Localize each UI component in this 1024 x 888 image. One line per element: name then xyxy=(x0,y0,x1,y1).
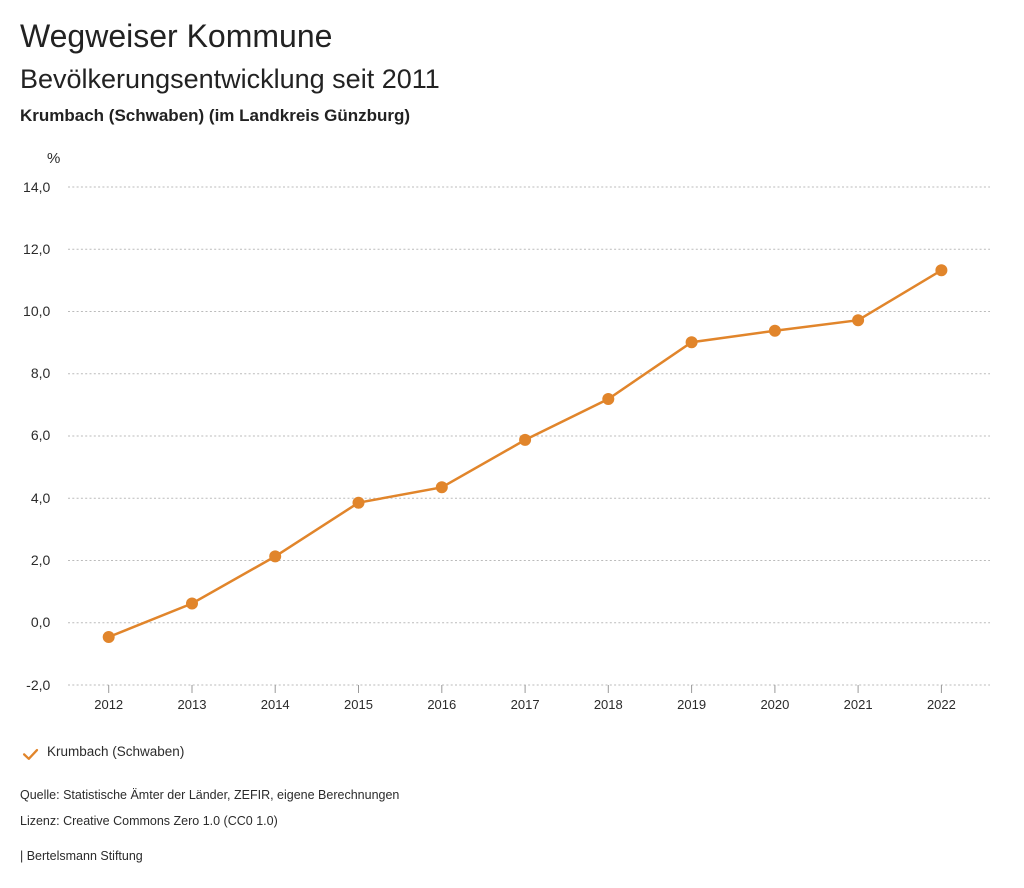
svg-text:-2,0: -2,0 xyxy=(26,677,50,693)
svg-text:Krumbach (Schwaben): Krumbach (Schwaben) xyxy=(47,744,184,759)
svg-text:%: % xyxy=(47,150,60,167)
svg-text:2020: 2020 xyxy=(760,697,789,712)
svg-text:2016: 2016 xyxy=(427,697,456,712)
svg-text:2022: 2022 xyxy=(927,697,956,712)
svg-text:4,0: 4,0 xyxy=(31,490,51,506)
svg-text:2,0: 2,0 xyxy=(31,552,51,568)
svg-text:Lizenz: Creative Commons Zero: Lizenz: Creative Commons Zero 1.0 (CC0 1… xyxy=(20,814,278,828)
svg-text:2018: 2018 xyxy=(594,697,623,712)
svg-text:2019: 2019 xyxy=(677,697,706,712)
svg-text:0,0: 0,0 xyxy=(31,614,51,630)
svg-text:14,0: 14,0 xyxy=(23,179,50,195)
svg-text:| Bertelsmann Stiftung: | Bertelsmann Stiftung xyxy=(20,849,143,863)
svg-text:6,0: 6,0 xyxy=(31,427,51,443)
svg-text:12,0: 12,0 xyxy=(23,241,50,257)
svg-text:2013: 2013 xyxy=(178,697,207,712)
svg-text:8,0: 8,0 xyxy=(31,365,51,381)
svg-text:Quelle: Statistische Ämter der: Quelle: Statistische Ämter der Länder, Z… xyxy=(20,788,399,802)
svg-text:2017: 2017 xyxy=(511,697,540,712)
svg-text:2012: 2012 xyxy=(94,697,123,712)
svg-text:2014: 2014 xyxy=(261,697,290,712)
svg-text:2021: 2021 xyxy=(844,697,873,712)
svg-text:2015: 2015 xyxy=(344,697,373,712)
svg-text:10,0: 10,0 xyxy=(23,303,50,319)
